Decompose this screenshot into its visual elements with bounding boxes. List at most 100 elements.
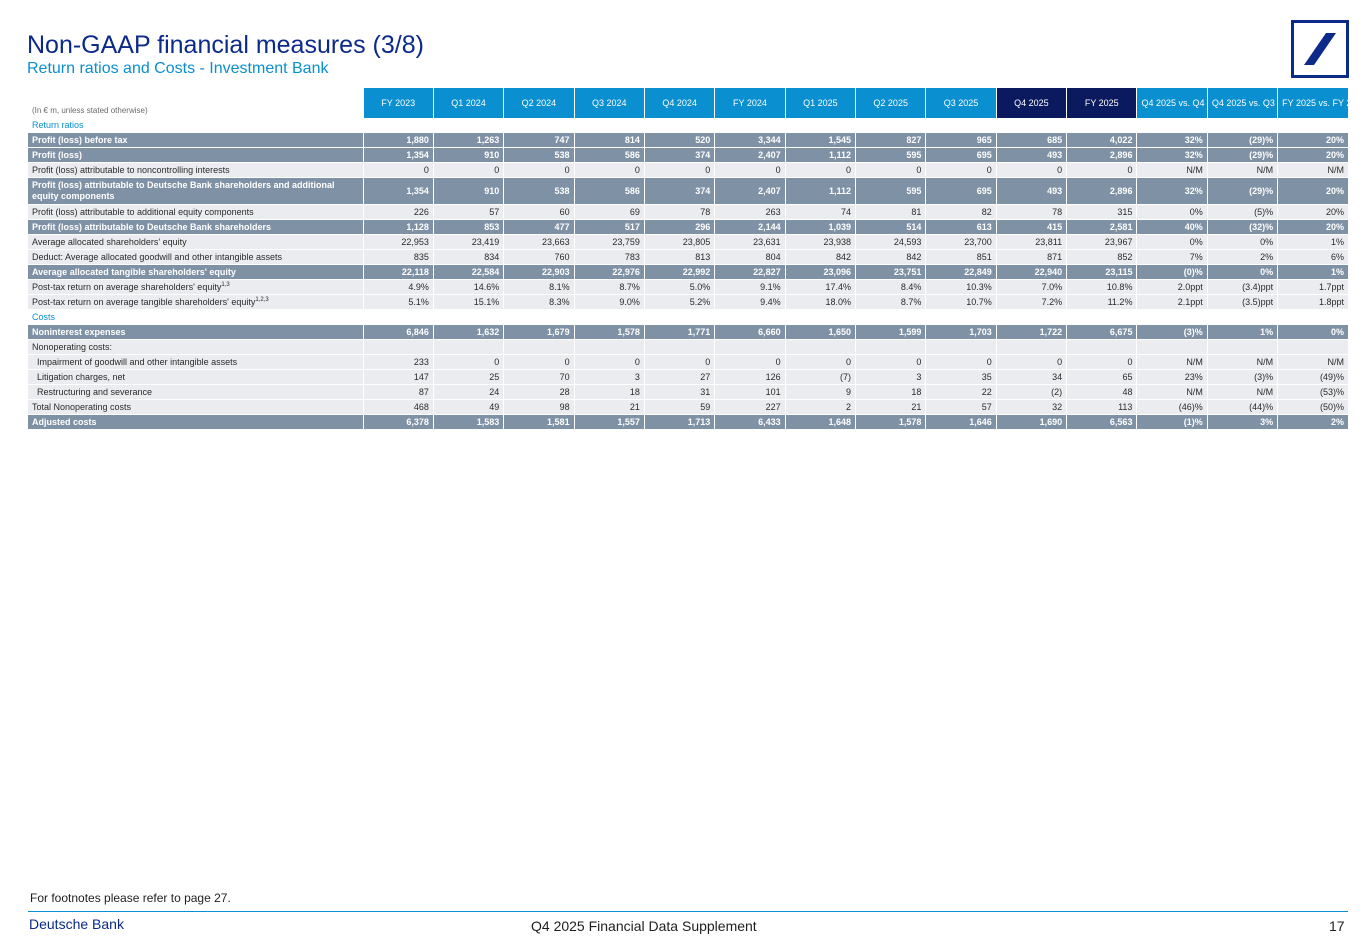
table-cell: N/M	[1136, 354, 1208, 370]
table-cell: 0	[362, 162, 434, 178]
table-cell: 147	[362, 369, 434, 385]
table-cell: 842	[784, 249, 856, 265]
table-cell: 22,584	[432, 264, 504, 280]
table-cell: 842	[855, 249, 926, 265]
table-cell: 0%	[1206, 234, 1278, 250]
table-cell: 477	[503, 219, 575, 235]
table-cell: 965	[925, 132, 997, 148]
table-cell: 22,827	[714, 264, 786, 280]
table-cell: 20%	[1277, 132, 1349, 148]
table-cell: 1,581	[503, 414, 575, 430]
row-label-text: Profit (loss)	[32, 150, 83, 160]
table-cell: 0	[714, 162, 786, 178]
table-cell	[362, 339, 434, 355]
table-cell: 3	[573, 369, 645, 385]
table-cell: 0%	[1136, 234, 1208, 250]
table-cell: 15.1%	[432, 294, 504, 310]
table-row: Profit (loss) attributable to noncontrol…	[28, 162, 1349, 178]
table-cell: 70	[503, 369, 575, 385]
table-cell: 1,650	[784, 324, 856, 340]
table-cell: 22,940	[995, 264, 1067, 280]
table-cell: 6,846	[362, 324, 434, 340]
table-cell: 296	[643, 219, 715, 235]
row-label: Profit (loss)	[28, 147, 363, 163]
table-row: Profit (loss) attributable to Deutsche B…	[28, 219, 1349, 235]
table-row: Average allocated tangible shareholders'…	[28, 264, 1349, 280]
footer-brand: Deutsche Bank	[29, 916, 124, 932]
table-cell	[855, 339, 926, 355]
row-label-text: Profit (loss) before tax	[32, 135, 128, 145]
column-header: Q2 2024	[503, 88, 575, 118]
table-cell: 22,976	[573, 264, 645, 280]
table-cell: 126	[714, 369, 786, 385]
table-cell: 783	[573, 249, 645, 265]
table-cell: N/M	[1277, 162, 1349, 178]
table-cell: 8.4%	[855, 279, 926, 295]
table-cell: 1,632	[432, 324, 504, 340]
table-cell: 1.7ppt	[1277, 279, 1349, 295]
table-cell: 20%	[1277, 177, 1349, 205]
table-cell: 24,593	[855, 234, 926, 250]
table-cell: 0	[995, 354, 1067, 370]
table-row: Restructuring and severance 87 24 28 18 31 101…	[28, 384, 1349, 400]
table-cell: 32%	[1136, 132, 1208, 148]
table-cell: 804	[714, 249, 786, 265]
column-header: Q1 2024	[432, 88, 504, 118]
table-cell: (3)%	[1136, 324, 1208, 340]
table-cell: 18	[573, 384, 645, 400]
table-cell: 0	[503, 162, 575, 178]
table-cell: 21	[855, 399, 926, 415]
table-cell: 595	[855, 177, 926, 205]
table-cell: 1,583	[432, 414, 504, 430]
table-cell: 23,759	[573, 234, 645, 250]
table-cell: 1%	[1277, 264, 1349, 280]
table-body: Return ratios Profit (loss) before tax 1,8…	[28, 118, 1349, 430]
column-header: Q3 2024	[573, 88, 645, 118]
table-cell: 34	[995, 369, 1067, 385]
table-row: Profit (loss) attributable to Deutsche B…	[28, 177, 1349, 205]
table-row: Noninterest expenses 6,846 1,632 1,679 1,578…	[28, 324, 1349, 340]
table-cell: 747	[503, 132, 575, 148]
table-cell: 0%	[1206, 264, 1278, 280]
row-label: Post-tax return on average tangible shar…	[28, 294, 363, 310]
table-cell: 22,953	[362, 234, 434, 250]
table-cell	[995, 339, 1067, 355]
table-cell: 910	[432, 177, 504, 205]
table-cell: 1,112	[784, 147, 856, 163]
table-cell: 60	[503, 204, 575, 220]
table-cell: (50)%	[1277, 399, 1349, 415]
table-cell: 0	[925, 162, 997, 178]
row-label-text: Average allocated tangible shareholders'…	[32, 267, 236, 277]
table-cell: 87	[362, 384, 434, 400]
table-cell: 10.7%	[925, 294, 997, 310]
table-cell: 31	[643, 384, 715, 400]
table-cell: 1,679	[503, 324, 575, 340]
row-label: Profit (loss) attributable to noncontrol…	[28, 162, 363, 178]
table-cell: 32%	[1136, 177, 1208, 205]
table-cell: 78	[643, 204, 715, 220]
table-cell: 1.8ppt	[1277, 294, 1349, 310]
table-cell: 25	[432, 369, 504, 385]
table-row: Total Nonoperating costs 468 49 98 21 59 227 2 2…	[28, 399, 1349, 415]
table-cell: 0	[432, 162, 504, 178]
table-row: Deduct: Average allocated goodwill and o…	[28, 249, 1349, 265]
table-cell: 415	[995, 219, 1067, 235]
table-cell: 22,903	[503, 264, 575, 280]
table-cell: 2,896	[1066, 147, 1137, 163]
table-cell: 1,263	[432, 132, 504, 148]
footnote: For footnotes please refer to page 27.	[30, 891, 231, 905]
table-cell: 1,578	[855, 414, 926, 430]
table-cell: 0%	[1277, 324, 1349, 340]
table-cell: 4.9%	[362, 279, 434, 295]
table-cell: (1)%	[1136, 414, 1208, 430]
table-cell: 1,722	[995, 324, 1067, 340]
table-cell	[714, 339, 786, 355]
table-cell: 586	[573, 147, 645, 163]
table-cell: 40%	[1136, 219, 1208, 235]
footer-document-title: Q4 2025 Financial Data Supplement	[531, 918, 757, 934]
column-header: Q1 2025	[784, 88, 856, 118]
table-cell: 1,557	[573, 414, 645, 430]
table-cell: 814	[573, 132, 645, 148]
row-label-text: Costs	[32, 312, 56, 322]
table-cell: 1,112	[784, 177, 856, 205]
